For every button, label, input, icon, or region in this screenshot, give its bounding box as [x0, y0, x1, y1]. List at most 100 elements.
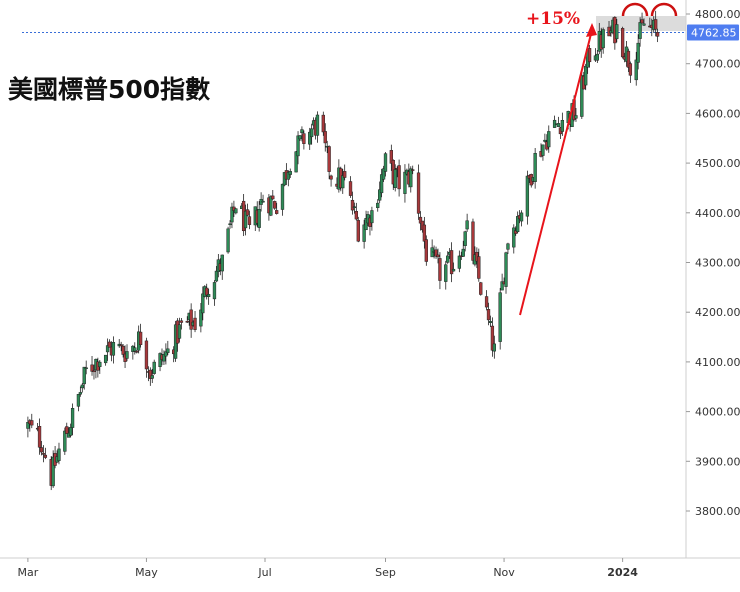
candle-body — [90, 364, 94, 372]
candle-body — [354, 211, 359, 220]
candle-body — [230, 206, 234, 223]
candle-body — [642, 23, 646, 26]
x-tick-label: Jul — [257, 566, 271, 579]
candle-body — [461, 248, 465, 257]
x-tick-label: Mar — [18, 566, 39, 579]
candle-body — [275, 210, 279, 214]
candle-body — [601, 29, 605, 49]
candle-body — [486, 309, 491, 321]
candle-body — [329, 175, 333, 180]
candle-body — [343, 171, 347, 178]
candle-body — [364, 218, 368, 231]
current-price-label: 4762.85 — [691, 26, 737, 39]
y-tick-label: 4000.00 — [695, 406, 740, 419]
candle-body — [185, 320, 189, 323]
candle-body — [626, 50, 631, 68]
candle-body — [179, 320, 184, 323]
candle-body — [403, 171, 407, 194]
chart-title: 美國標普500指數 — [8, 75, 211, 104]
candle-body — [121, 345, 125, 355]
y-tick-label: 3900.00 — [695, 455, 740, 468]
y-tick-label: 4300.00 — [695, 257, 740, 270]
candle-body — [321, 114, 325, 133]
candle-body — [533, 152, 537, 182]
candle-body — [150, 375, 154, 379]
candle-body — [352, 206, 357, 208]
candle-body — [82, 366, 86, 385]
candle-body — [471, 221, 475, 261]
candle-body — [323, 131, 327, 144]
candle-body — [84, 367, 88, 370]
candle-body — [294, 151, 298, 173]
candle-body — [245, 209, 250, 216]
candle-body — [525, 175, 530, 217]
candle-body — [381, 168, 386, 180]
candle-body — [144, 340, 149, 370]
candle-body — [574, 115, 578, 119]
double-top-arc-left — [621, 2, 649, 17]
y-tick-label: 4200.00 — [695, 306, 740, 319]
candle-body — [514, 230, 518, 234]
candle-body — [634, 59, 638, 81]
y-tick-label: 4700.00 — [695, 58, 740, 71]
candle-body — [490, 325, 495, 351]
candle-body — [457, 255, 462, 269]
candle-body — [152, 361, 156, 374]
x-tick-label: May — [135, 566, 158, 579]
candle-body — [587, 48, 592, 63]
candle-body — [76, 394, 81, 407]
candle-body — [214, 270, 219, 282]
candle-body — [409, 168, 413, 188]
y-tick-label: 4600.00 — [695, 107, 740, 120]
candle-body — [397, 165, 401, 190]
candle-body — [438, 258, 442, 281]
candle-body — [57, 448, 61, 461]
candle-body — [80, 384, 84, 389]
candle-body — [30, 420, 34, 426]
candle-body — [446, 255, 450, 263]
candle-body — [516, 216, 520, 233]
candle-body — [226, 228, 230, 253]
candle-body — [477, 256, 481, 279]
candle-body — [541, 144, 545, 156]
candle-body — [463, 231, 467, 246]
candle-body — [350, 199, 355, 211]
y-tick-label: 3800.00 — [695, 505, 740, 518]
candle-body — [422, 224, 427, 242]
candle-body — [488, 321, 493, 323]
candle-body — [228, 223, 232, 226]
candle-body — [512, 227, 516, 248]
candle-body — [500, 281, 504, 291]
candle-body — [356, 220, 360, 242]
candle-body — [68, 427, 73, 436]
candle-body — [138, 331, 143, 345]
candle-body — [269, 196, 273, 216]
candle-body — [257, 209, 261, 228]
candle-body — [162, 354, 166, 362]
candle-body — [103, 354, 108, 364]
candle-body — [43, 454, 48, 458]
candle-body — [595, 53, 600, 61]
gain-annotation: +15% — [526, 9, 581, 29]
y-tick-label: 4400.00 — [695, 207, 740, 220]
candle-body — [177, 324, 182, 339]
candle-body — [247, 216, 252, 225]
candle-body — [584, 65, 588, 86]
candle-body — [206, 294, 211, 298]
candle-body — [416, 172, 421, 214]
candle-body — [519, 212, 524, 222]
candle-body — [379, 174, 384, 194]
candle-body — [383, 153, 388, 172]
candle-body — [504, 252, 508, 287]
x-tick-label: Sep — [375, 566, 396, 579]
candle-body — [434, 249, 438, 257]
candle-body — [556, 123, 561, 127]
candle-body — [615, 24, 619, 40]
candle-body — [205, 287, 209, 296]
candle-body — [70, 408, 75, 428]
candle-body — [543, 139, 547, 142]
candle-body — [302, 133, 306, 144]
candle-body — [212, 282, 217, 300]
candle-body — [273, 201, 277, 209]
